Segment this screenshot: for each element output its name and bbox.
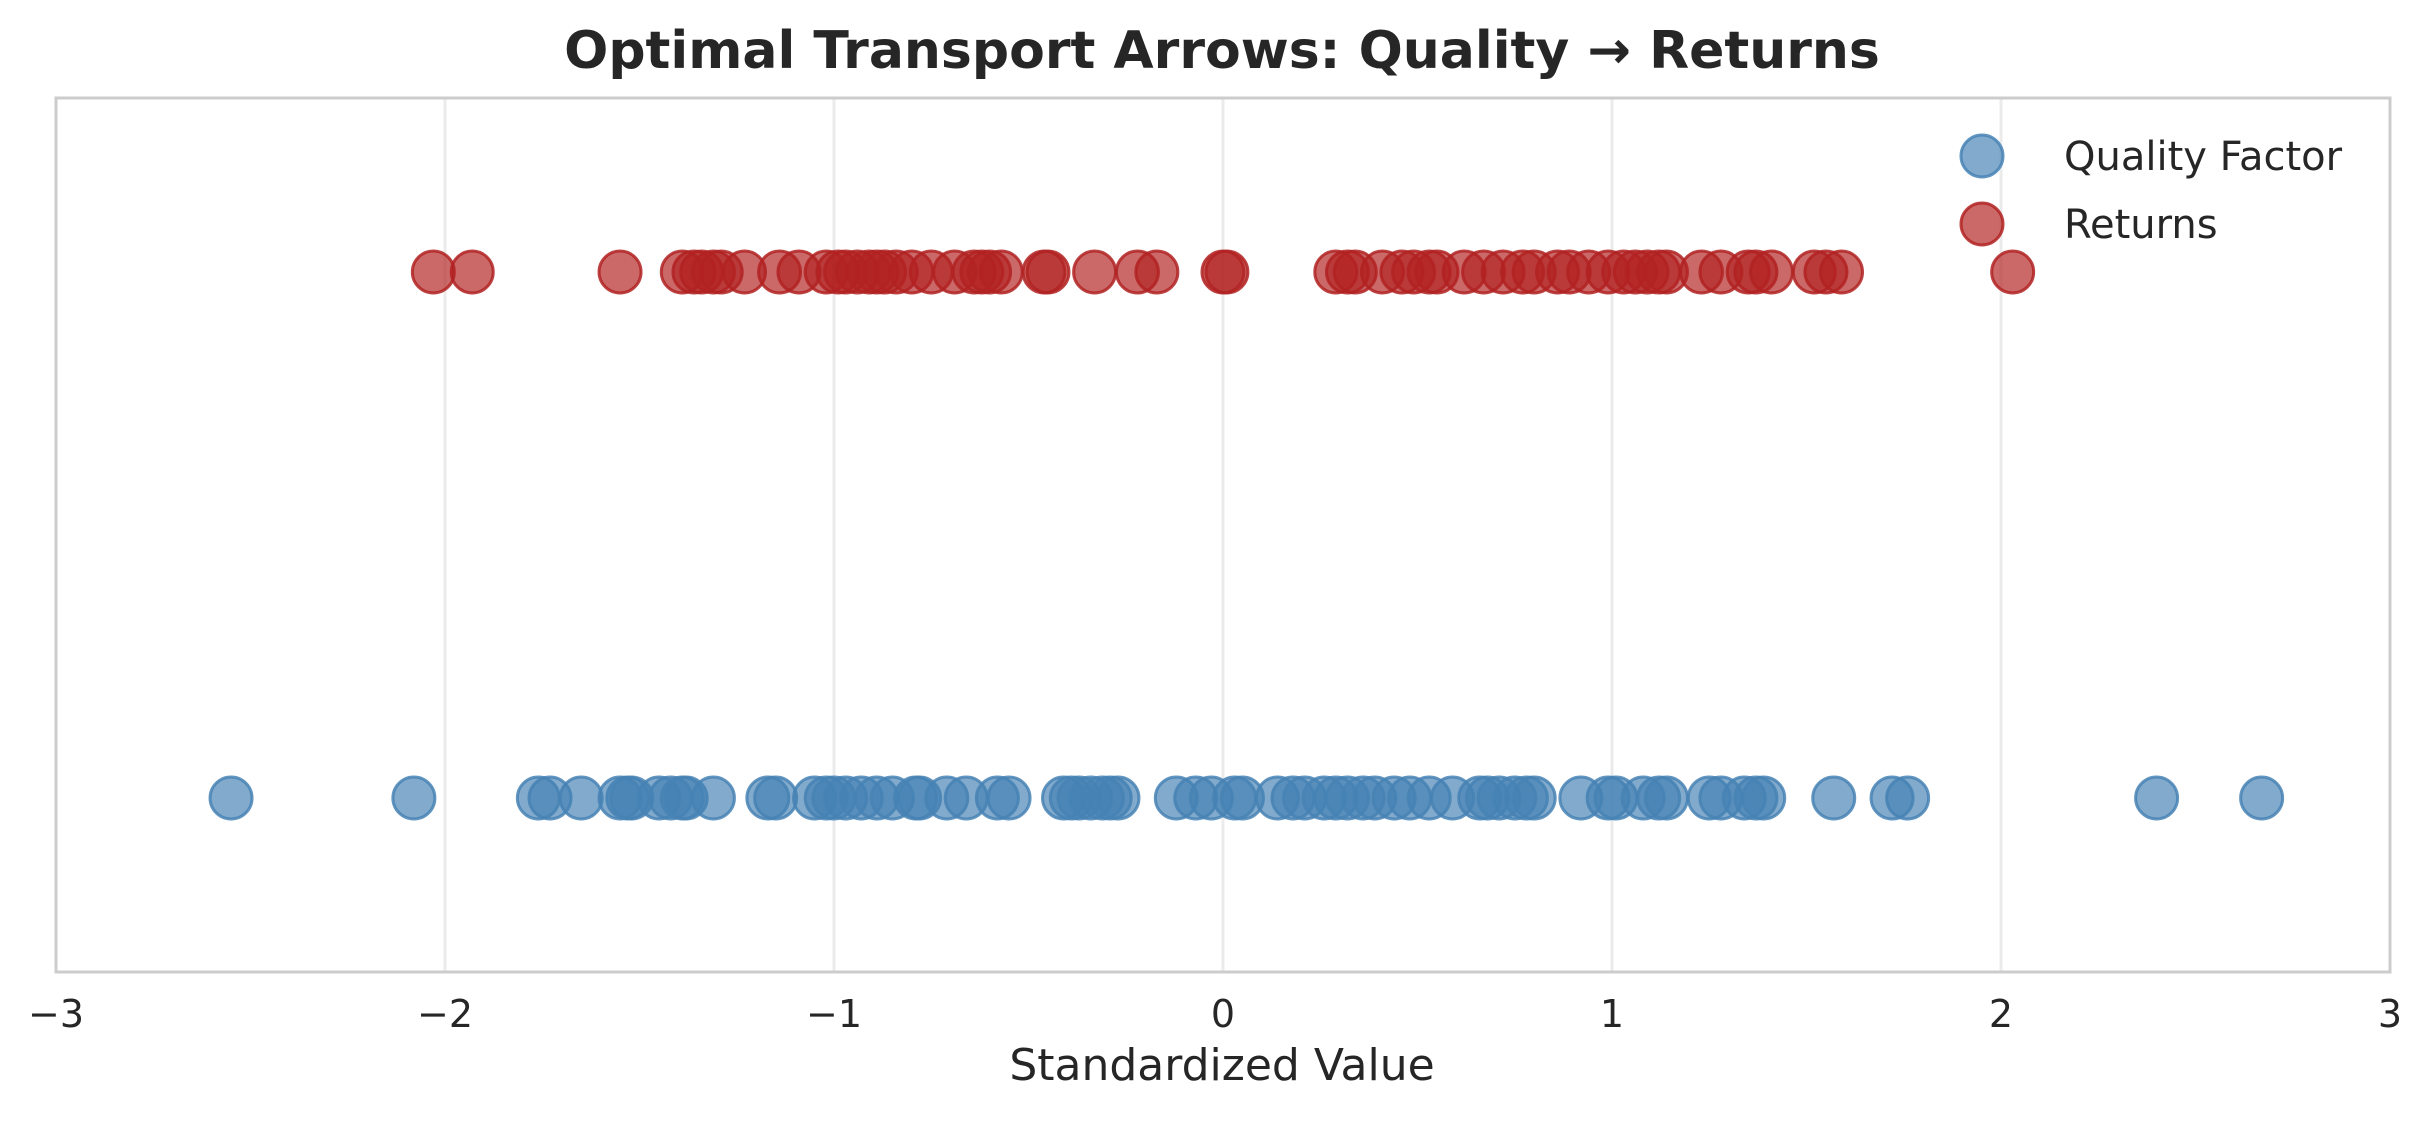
returns-point bbox=[449, 249, 495, 295]
legend-marker bbox=[1959, 201, 2005, 247]
x-tick-label: 2 bbox=[1989, 992, 2013, 1036]
returns-point bbox=[597, 249, 643, 295]
x-tick-label: 0 bbox=[1211, 992, 1235, 1036]
legend-label: Returns bbox=[2064, 202, 2218, 248]
x-tick-label: −3 bbox=[28, 992, 84, 1036]
quality-factor-point bbox=[1095, 775, 1141, 821]
quality-factor-point bbox=[391, 775, 437, 821]
plot-frame bbox=[54, 96, 2392, 974]
x-axis-ticks: −3 −2 −1 0 1 2 3 bbox=[28, 992, 2402, 1036]
quality-factor-point bbox=[1511, 775, 1557, 821]
quality-factor-point bbox=[1741, 775, 1787, 821]
chart-title: Optimal Transport Arrows: Quality → Retu… bbox=[564, 21, 1880, 81]
quality-factor-point bbox=[558, 775, 604, 821]
quality-factor-point bbox=[1885, 775, 1931, 821]
legend-marker bbox=[1959, 133, 2005, 179]
quality-factor-point bbox=[2134, 775, 2180, 821]
legend: Quality Factor Returns bbox=[1959, 133, 2343, 248]
returns-point bbox=[1072, 249, 1118, 295]
grid-lines bbox=[443, 98, 2003, 972]
returns-point bbox=[1025, 249, 1071, 295]
legend-label: Quality Factor bbox=[2064, 134, 2343, 180]
x-tick-label: 3 bbox=[2378, 992, 2402, 1036]
x-axis-label: Standardized Value bbox=[1009, 1040, 1434, 1091]
returns-point bbox=[410, 249, 456, 295]
returns-point bbox=[1134, 249, 1180, 295]
returns-point bbox=[1204, 249, 1250, 295]
quality-factor-point bbox=[1643, 775, 1689, 821]
returns-point bbox=[1748, 249, 1794, 295]
quality-factor-point bbox=[208, 775, 254, 821]
quality-factor-point bbox=[1811, 775, 1857, 821]
x-tick-label: −2 bbox=[417, 992, 473, 1036]
quality-factor-point bbox=[753, 775, 799, 821]
returns-point bbox=[1990, 249, 2036, 295]
quality-factor-point bbox=[986, 775, 1032, 821]
quality-factor-point bbox=[690, 775, 736, 821]
quality-factor-point bbox=[2239, 775, 2285, 821]
x-tick-label: 1 bbox=[1600, 992, 1624, 1036]
returns-point bbox=[1819, 249, 1865, 295]
returns-point bbox=[978, 249, 1024, 295]
data-points bbox=[208, 249, 2285, 821]
x-tick-label: −1 bbox=[806, 992, 862, 1036]
